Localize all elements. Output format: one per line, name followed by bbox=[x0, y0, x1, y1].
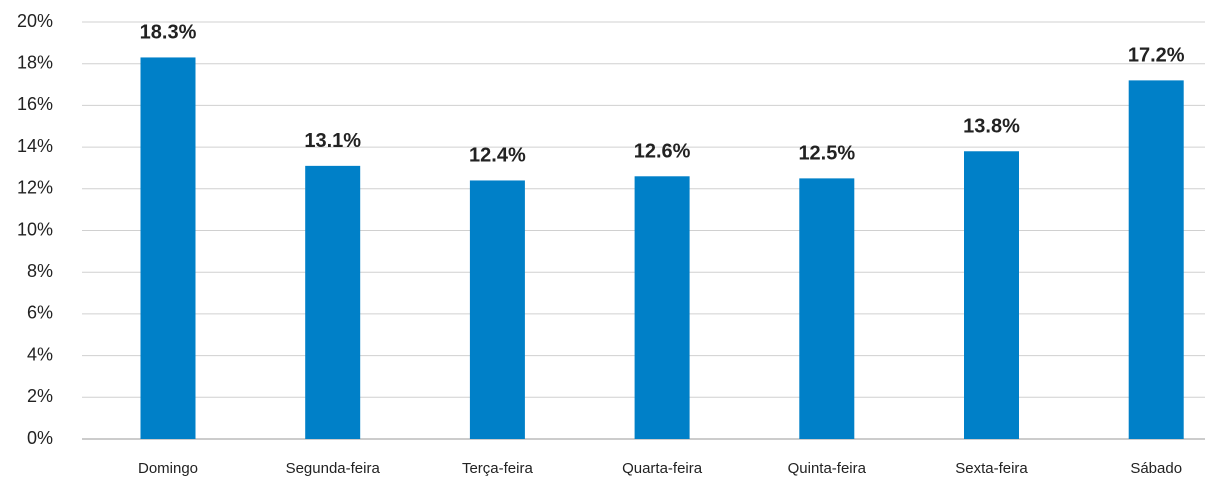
value-label: 17.2% bbox=[1128, 45, 1185, 67]
value-label: 12.5% bbox=[798, 143, 855, 165]
value-label: 12.4% bbox=[469, 145, 526, 167]
y-tick-label: 12% bbox=[17, 178, 53, 198]
y-tick-label: 8% bbox=[27, 261, 53, 281]
value-label: 12.6% bbox=[634, 141, 691, 163]
x-tick-label: Terça-feira bbox=[462, 460, 534, 477]
bar bbox=[140, 57, 196, 439]
value-label: 13.8% bbox=[963, 116, 1020, 138]
x-tick-label: Segunda-feira bbox=[286, 460, 381, 477]
y-tick-label: 20% bbox=[17, 11, 53, 31]
x-tick-label: Domingo bbox=[138, 460, 198, 477]
bar bbox=[1128, 80, 1184, 439]
value-label: 13.1% bbox=[304, 130, 361, 152]
x-tick-label: Sexta-feira bbox=[955, 460, 1028, 477]
value-label: 18.3% bbox=[140, 22, 197, 44]
y-tick-label: 10% bbox=[17, 219, 53, 239]
bar bbox=[305, 165, 361, 440]
y-tick-label: 6% bbox=[27, 303, 53, 323]
y-tick-label: 0% bbox=[27, 428, 53, 448]
y-tick-label: 16% bbox=[17, 94, 53, 114]
bar bbox=[469, 180, 525, 439]
y-tick-label: 14% bbox=[17, 136, 53, 156]
x-tick-label: Sábado bbox=[1130, 460, 1182, 477]
bar bbox=[634, 176, 690, 440]
bar bbox=[964, 151, 1019, 439]
bar bbox=[799, 178, 855, 439]
x-tick-label: Quarta-feira bbox=[622, 460, 703, 477]
x-tick-label: Quinta-feira bbox=[788, 460, 867, 477]
y-tick-label: 18% bbox=[17, 52, 53, 72]
y-tick-label: 4% bbox=[27, 344, 53, 364]
y-tick-label: 2% bbox=[27, 386, 53, 406]
